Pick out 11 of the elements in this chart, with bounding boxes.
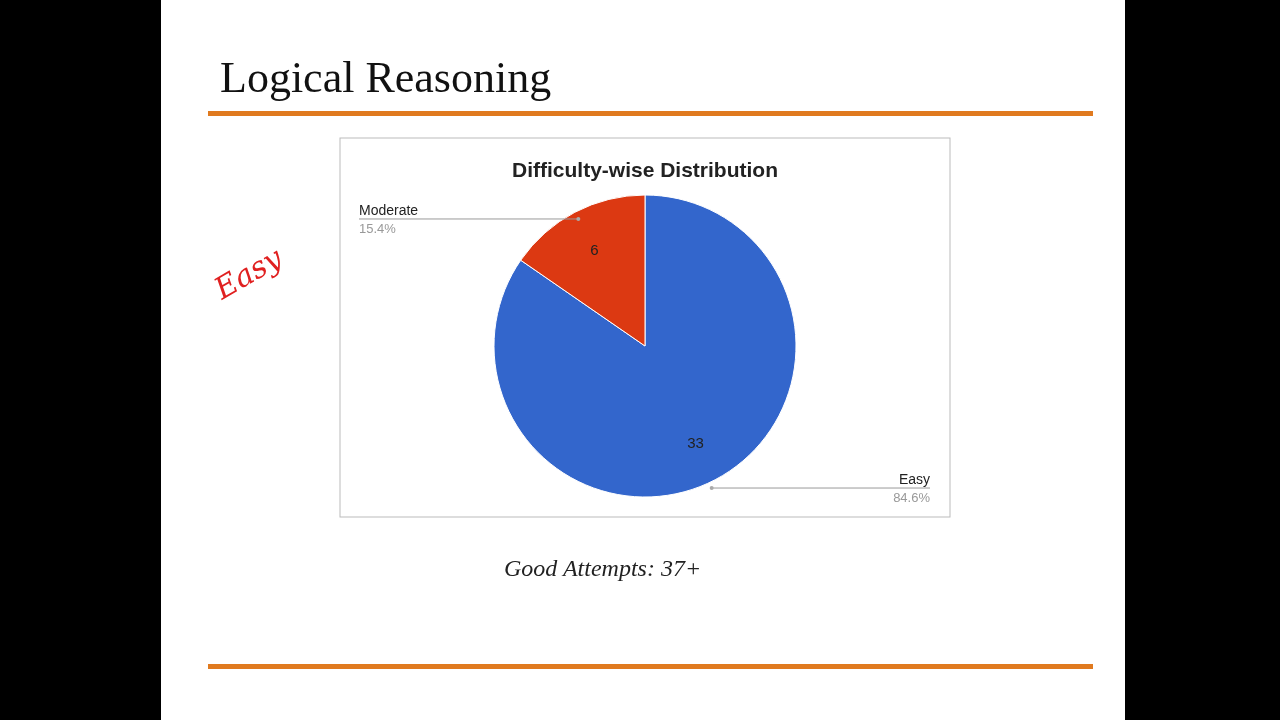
slice-label: Moderate (359, 201, 419, 218)
text: Good Attempts: 37+ (504, 555, 702, 581)
text: 84.6% (893, 490, 931, 506)
data-label: 33 (687, 433, 704, 451)
data-label: 6 (590, 240, 599, 258)
slice-label: Easy (898, 471, 930, 488)
chart-title: Logical Reasoning (220, 53, 552, 102)
chart-subtitle: Difficulty-wise Distribution (511, 158, 779, 181)
pie-slice (493, 194, 797, 498)
text: Easy (207, 239, 289, 307)
text: 15.4% (359, 220, 397, 236)
